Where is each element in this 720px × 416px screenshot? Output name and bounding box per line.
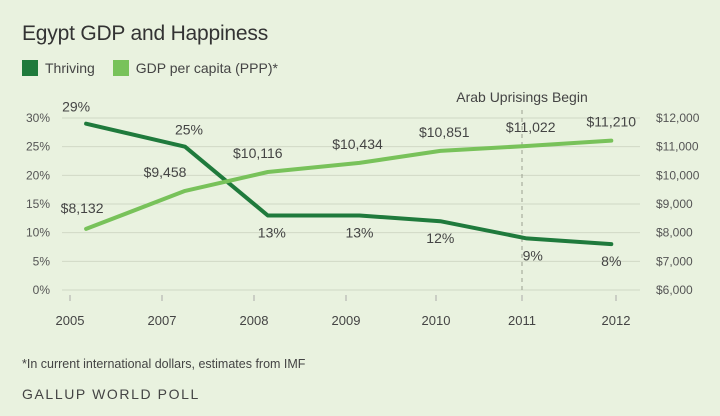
data-label-gdp: $11,022 xyxy=(506,119,556,135)
data-label-thriving: 13% xyxy=(345,224,373,240)
y-left-tick-label: 25% xyxy=(26,140,50,154)
y-right-tick-label: $8,000 xyxy=(656,226,693,240)
data-label-gdp: $10,116 xyxy=(233,145,283,161)
axis-labels: 0% 5% 10% 15% 20% 25% 30% $6,000 $7,000 $8,000 $9,… xyxy=(26,111,700,328)
annotation-layer: Arab Uprisings Begin xyxy=(450,86,594,290)
y-left-tick-label: 15% xyxy=(26,197,50,211)
data-label-thriving: 9% xyxy=(523,247,543,263)
legend-label-gdp: GDP per capita (PPP)* xyxy=(135,60,278,76)
y-right-tick-label: $7,000 xyxy=(656,254,693,268)
data-label-gdp: $9,458 xyxy=(144,164,187,180)
data-labels: 29% 25% 13% 13% 12% 9% 8% $8,132 $9,458 $10,116 $1… xyxy=(61,99,637,269)
legend-label-thriving: Thriving xyxy=(45,60,95,76)
x-tick-label: 2012 xyxy=(602,313,631,328)
x-tick-label: 2011 xyxy=(508,313,536,328)
gridlines xyxy=(62,117,640,291)
data-label-gdp: $10,434 xyxy=(332,136,383,152)
data-label-gdp: $8,132 xyxy=(61,200,104,216)
data-label-thriving: 25% xyxy=(175,122,203,138)
y-left-tick-label: 20% xyxy=(26,168,50,182)
data-label-thriving: 29% xyxy=(62,99,90,115)
y-right-tick-label: $12,000 xyxy=(656,111,700,125)
legend-swatch-thriving xyxy=(22,60,38,76)
x-tick-label: 2007 xyxy=(148,313,177,328)
legend-item-gdp: GDP per capita (PPP)* xyxy=(112,60,278,76)
chart-title: Egypt GDP and Happiness xyxy=(22,22,268,45)
y-left-tick-label: 0% xyxy=(33,283,51,297)
data-label-thriving: 12% xyxy=(426,230,454,246)
legend-item-thriving: Thriving xyxy=(22,60,95,76)
annotation-label: Arab Uprisings Begin xyxy=(456,89,588,105)
series-layer xyxy=(84,121,614,247)
annotation-label-bg xyxy=(450,86,594,108)
data-label-thriving: 8% xyxy=(601,253,621,269)
y-right-tick-label: $10,000 xyxy=(656,168,700,182)
y-left-tick-label: 10% xyxy=(26,226,50,240)
y-right-tick-label: $9,000 xyxy=(656,197,693,211)
x-tick-label: 2008 xyxy=(240,313,269,328)
y-right-tick-label: $11,000 xyxy=(656,140,699,154)
data-label-thriving: 13% xyxy=(258,224,286,240)
footnote: *In current international dollars, estim… xyxy=(22,357,306,371)
source-label: GALLUP WORLD POLL xyxy=(22,386,200,402)
data-label-gdp: $11,210 xyxy=(587,114,637,130)
x-tick-label: 2009 xyxy=(332,313,361,328)
y-right-tick-label: $6,000 xyxy=(656,283,693,297)
x-tick-label: 2005 xyxy=(56,313,85,328)
y-left-tick-label: 5% xyxy=(33,254,51,268)
x-tick-label: 2010 xyxy=(422,313,451,328)
legend: Thriving GDP per capita (PPP)* xyxy=(22,60,296,76)
legend-swatch-gdp xyxy=(112,60,129,76)
data-label-gdp: $10,851 xyxy=(419,124,470,140)
y-left-tick-label: 30% xyxy=(26,111,50,125)
